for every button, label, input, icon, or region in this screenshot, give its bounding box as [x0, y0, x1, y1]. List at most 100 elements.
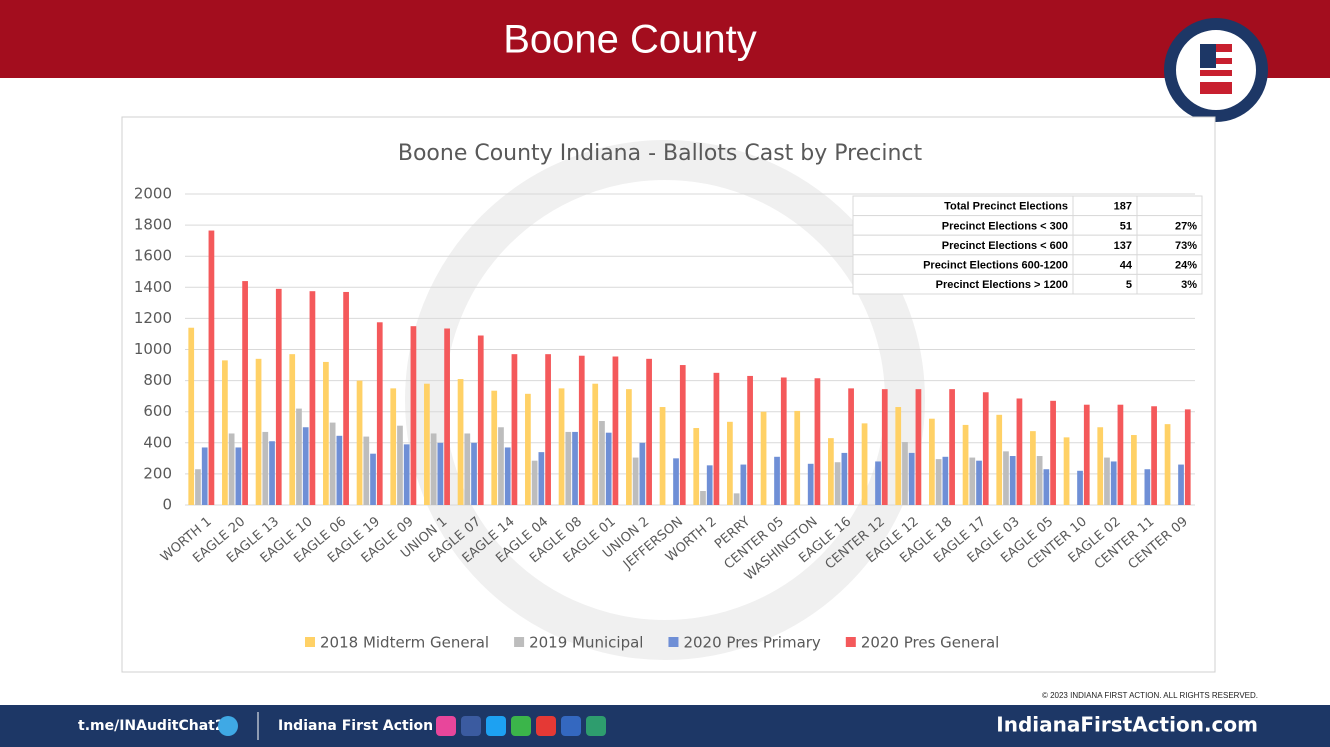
bar — [841, 452, 848, 505]
bar — [572, 431, 578, 505]
bar — [1043, 469, 1050, 505]
bar — [834, 462, 841, 505]
bar — [733, 493, 740, 505]
legend-label: 2019 Municipal — [529, 634, 643, 652]
bar — [444, 328, 450, 505]
bar — [228, 433, 235, 505]
bar — [201, 447, 208, 505]
bar — [1151, 406, 1157, 505]
legend-swatch — [668, 637, 679, 647]
bar — [881, 389, 888, 505]
bar — [222, 360, 228, 505]
bar — [329, 422, 336, 505]
bar — [289, 354, 296, 505]
table-text: 27% — [1175, 220, 1197, 232]
legend-label: 2020 Pres General — [861, 634, 1000, 652]
bar — [592, 383, 599, 505]
table-text: 51 — [1120, 220, 1132, 232]
bar — [390, 388, 397, 505]
bar — [902, 442, 908, 505]
bar — [430, 433, 437, 505]
chart-title: Boone County Indiana - Ballots Cast by P… — [398, 141, 923, 166]
y-tick-label: 1600 — [134, 247, 172, 265]
header-bar — [0, 0, 1330, 78]
legend-label: 2020 Pres Primary — [683, 634, 820, 652]
bar — [929, 418, 935, 505]
table-text: 44 — [1120, 260, 1133, 272]
bar — [673, 458, 679, 505]
bar — [780, 377, 787, 505]
bar — [511, 354, 518, 505]
y-tick-label: 1200 — [134, 309, 172, 327]
bar — [828, 438, 834, 505]
bar — [538, 452, 545, 505]
table-text: 73% — [1175, 240, 1197, 252]
bar — [713, 372, 720, 505]
bar — [969, 457, 976, 505]
bar — [376, 322, 383, 505]
bar — [363, 436, 370, 505]
bar — [437, 442, 444, 505]
bar — [397, 425, 403, 505]
bar — [208, 230, 215, 506]
bar — [807, 463, 814, 505]
bar — [599, 421, 605, 505]
bar — [403, 444, 410, 505]
bar — [1097, 427, 1104, 505]
table-text: Total Precinct Elections — [944, 201, 1068, 213]
table-text: Precinct Elections < 300 — [942, 220, 1068, 232]
bar — [1104, 457, 1110, 505]
bar — [982, 392, 989, 505]
bar — [895, 407, 902, 505]
social-icons — [436, 716, 606, 736]
bar — [962, 424, 969, 505]
bar — [774, 456, 780, 505]
bar — [356, 380, 363, 505]
bar — [908, 452, 915, 505]
y-tick-label: 0 — [162, 496, 172, 514]
bar — [693, 428, 700, 505]
bar — [996, 414, 1003, 505]
bar — [700, 491, 706, 505]
bar — [1131, 435, 1137, 505]
bar — [1164, 424, 1171, 505]
bar — [976, 460, 982, 505]
y-tick-label: 600 — [143, 402, 172, 420]
bar — [1036, 456, 1043, 505]
table-cell — [1136, 195, 1203, 217]
bar — [370, 453, 376, 505]
table-text: Precinct Elections < 600 — [942, 240, 1068, 252]
bar — [464, 433, 471, 505]
bar — [794, 410, 801, 505]
bar — [296, 408, 302, 505]
bar — [565, 431, 572, 505]
table-cell — [1136, 273, 1203, 295]
org-name: Indiana First Action — [278, 718, 433, 734]
table-text: 3% — [1181, 279, 1197, 291]
telegram-icon — [218, 716, 238, 736]
bar — [1030, 431, 1036, 505]
bar — [531, 460, 538, 505]
bar — [275, 288, 282, 505]
bar — [195, 469, 201, 505]
bar — [336, 435, 343, 505]
bar — [605, 432, 612, 505]
chat-link[interactable]: t.me/INAuditChat2 — [78, 718, 225, 734]
legend-swatch — [845, 637, 856, 647]
bar — [1003, 451, 1009, 505]
bar — [235, 447, 242, 505]
bar — [255, 358, 262, 505]
copyright: © 2023 INDIANA FIRST ACTION. ALL RIGHTS … — [1042, 691, 1258, 700]
bar — [727, 421, 733, 505]
y-tick-label: 1000 — [134, 340, 172, 358]
bar — [302, 427, 309, 505]
table-text: Precinct Elections > 1200 — [936, 279, 1068, 291]
y-tick-label: 1400 — [134, 278, 172, 296]
bar — [747, 375, 753, 505]
bar — [1117, 404, 1124, 505]
header-title: Boone County — [503, 18, 757, 62]
bar — [504, 447, 511, 505]
bar — [188, 327, 195, 505]
site-link[interactable]: IndianaFirstAction.com — [996, 713, 1258, 737]
